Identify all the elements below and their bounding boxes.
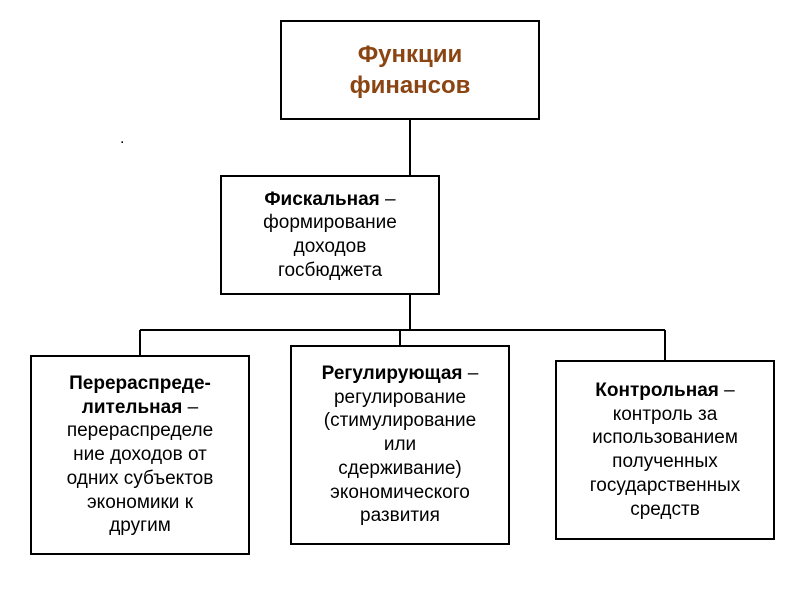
fiscal-dash: –: [380, 189, 396, 210]
redist-dash: –: [182, 397, 198, 418]
redist-text: Перераспреде- лительная – перераспределе…: [67, 372, 214, 538]
redist-desc1: перераспределе: [67, 420, 213, 441]
root-title-line2: финансов: [350, 70, 471, 101]
regul-title: Регулирующая: [322, 363, 463, 384]
fiscal-text: Фискальная – формирование доходов госбюд…: [263, 188, 397, 283]
root-node: Функции финансов: [280, 20, 540, 120]
regul-desc5: экономического: [330, 482, 470, 503]
control-desc3: полученных: [612, 451, 718, 472]
redist-desc3: одних субъектов: [67, 468, 214, 489]
fiscal-node: Фискальная – формирование доходов госбюд…: [220, 175, 440, 295]
redist-desc2: ние доходов от: [73, 444, 207, 465]
control-desc2: использованием: [592, 427, 738, 448]
regul-desc6: развития: [360, 505, 440, 526]
regul-text: Регулирующая – регулирование (стимулиров…: [322, 362, 479, 528]
redist-desc4: экономики к: [87, 492, 193, 513]
regul-desc3: или: [384, 434, 416, 455]
regul-desc1: регулирование: [334, 387, 466, 408]
fiscal-desc1: формирование: [263, 212, 397, 233]
redist-title1: Перераспреде-: [69, 373, 211, 394]
control-desc5: средств: [630, 499, 700, 520]
redist-title2: лительная: [82, 397, 183, 418]
fiscal-desc2: доходов: [294, 236, 367, 257]
regul-dash: –: [462, 363, 478, 384]
redist-node: Перераспреде- лительная – перераспределе…: [30, 355, 250, 555]
redist-desc5: другим: [109, 515, 171, 536]
control-desc4: государственных: [590, 475, 740, 496]
decorative-dot: .: [120, 130, 124, 148]
regul-node: Регулирующая – регулирование (стимулиров…: [290, 345, 510, 545]
regul-desc2: (стимулирование: [324, 410, 476, 431]
regul-desc4: сдерживание): [338, 458, 462, 479]
control-title: Контрольная: [595, 380, 719, 401]
control-dash: –: [719, 380, 735, 401]
root-title-line1: Функции: [358, 39, 463, 70]
control-node: Контрольная – контроль за использованием…: [555, 360, 775, 540]
fiscal-title: Фискальная: [264, 189, 379, 210]
control-text: Контрольная – контроль за использованием…: [590, 379, 740, 522]
control-desc1: контроль за: [613, 404, 718, 425]
fiscal-desc3: госбюджета: [278, 260, 382, 281]
